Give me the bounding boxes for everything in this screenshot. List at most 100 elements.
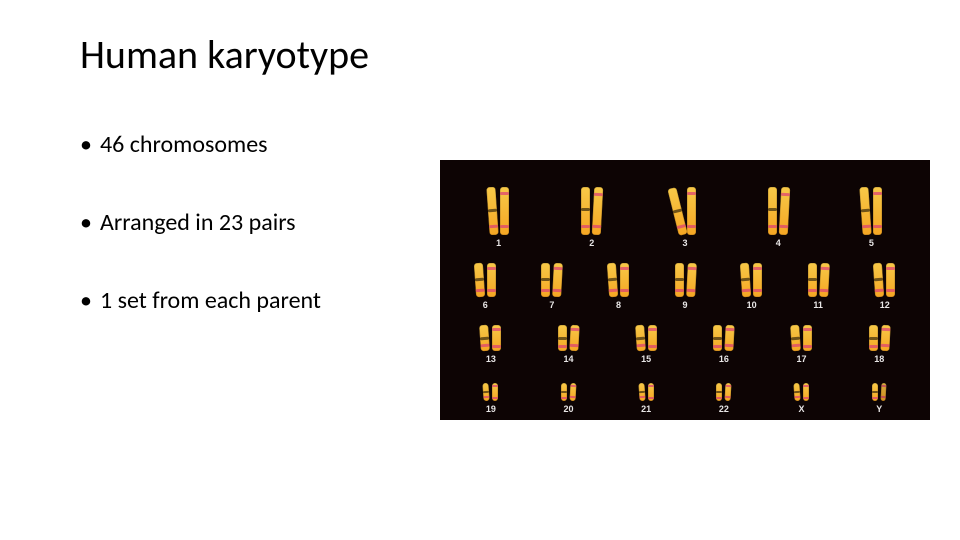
chromosome-icon bbox=[725, 383, 732, 401]
chromosome-label: 17 bbox=[797, 354, 807, 364]
chromosome-icon bbox=[569, 325, 579, 351]
chromosome-label: 5 bbox=[869, 238, 874, 248]
chromosome-label: 16 bbox=[719, 354, 729, 364]
chromosome-pair: 6 bbox=[455, 263, 516, 310]
chromosome-pair-shapes bbox=[636, 325, 657, 351]
chromosome-pair-shapes bbox=[791, 325, 812, 351]
chromosome-pair: 9 bbox=[655, 263, 716, 310]
chromosome-pair-shapes bbox=[483, 383, 498, 401]
chromosome-pair-shapes bbox=[808, 263, 829, 297]
chromosome-icon bbox=[803, 383, 809, 401]
chromosome-pair-shapes bbox=[874, 263, 895, 297]
chromosome-icon bbox=[541, 263, 550, 297]
chromosome-label: 12 bbox=[880, 300, 890, 310]
chromosome-pair-shapes bbox=[794, 383, 809, 401]
chromosome-pair: 13 bbox=[455, 325, 527, 364]
chromosome-icon bbox=[675, 263, 684, 297]
chromosome-icon bbox=[620, 263, 629, 297]
chromosome-pair: 10 bbox=[721, 263, 782, 310]
chromosome-pair: 22 bbox=[688, 383, 760, 414]
karyotype-image: 12345678910111213141516171819202122XY bbox=[440, 160, 930, 420]
chromosome-label: 10 bbox=[747, 300, 757, 310]
chromosome-icon bbox=[479, 325, 490, 352]
chromosome-icon bbox=[859, 186, 871, 235]
chromosome-icon bbox=[873, 187, 882, 235]
chromosome-pair: 14 bbox=[533, 325, 605, 364]
chromosome-pair-shapes bbox=[581, 187, 602, 235]
chromosome-label: X bbox=[799, 404, 805, 414]
chromosome-icon bbox=[881, 383, 887, 401]
chromosome-icon bbox=[872, 383, 878, 401]
bullet-item: Arranged in 23 pairs bbox=[80, 208, 410, 238]
chromosome-pair: 19 bbox=[455, 383, 527, 414]
chromosome-pair-shapes bbox=[872, 383, 886, 401]
chromosome-pair: 4 bbox=[735, 187, 822, 248]
chromosome-pair-shapes bbox=[558, 325, 579, 351]
chromosome-label: 11 bbox=[813, 300, 823, 310]
karyotype-row: 12345 bbox=[452, 168, 918, 248]
chromosome-icon bbox=[667, 187, 687, 236]
chromosome-pair: 8 bbox=[588, 263, 649, 310]
chromosome-pair: 5 bbox=[828, 187, 915, 248]
chromosome-pair-shapes bbox=[713, 325, 734, 351]
chromosome-icon bbox=[880, 325, 890, 351]
chromosome-pair: X bbox=[766, 383, 838, 414]
chromosome-label: Y bbox=[876, 404, 882, 414]
bullet-item: 1 set from each parent bbox=[80, 286, 410, 316]
chromosome-pair: 21 bbox=[610, 383, 682, 414]
chromosome-icon bbox=[886, 263, 895, 297]
chromosome-icon bbox=[808, 263, 817, 297]
chromosome-label: 2 bbox=[589, 238, 594, 248]
chromosome-icon bbox=[483, 383, 490, 401]
chromosome-icon bbox=[635, 325, 646, 352]
chromosome-icon bbox=[687, 187, 696, 235]
chromosome-pair-shapes bbox=[488, 187, 509, 235]
chromosome-icon bbox=[492, 383, 498, 401]
chromosome-pair: 17 bbox=[766, 325, 838, 364]
chromosome-icon bbox=[570, 383, 577, 401]
chromosome-pair-shapes bbox=[675, 187, 696, 235]
chromosome-icon bbox=[592, 186, 603, 234]
chromosome-icon bbox=[638, 383, 645, 401]
slide-title: Human karyotype bbox=[80, 30, 369, 79]
chromosome-icon bbox=[753, 263, 762, 297]
chromosome-pair: 20 bbox=[533, 383, 605, 414]
chromosome-icon bbox=[768, 187, 777, 235]
chromosome-pair-shapes bbox=[608, 263, 629, 297]
chromosome-icon bbox=[778, 186, 789, 234]
bullet-item: 46 chromosomes bbox=[80, 130, 410, 160]
chromosome-icon bbox=[474, 262, 485, 297]
chromosome-icon bbox=[500, 187, 509, 235]
chromosome-icon bbox=[552, 262, 563, 296]
chromosome-label: 22 bbox=[719, 404, 729, 414]
chromosome-icon bbox=[492, 325, 501, 351]
chromosome-pair: 11 bbox=[788, 263, 849, 310]
chromosome-pair-shapes bbox=[475, 263, 496, 297]
chromosome-label: 19 bbox=[486, 404, 496, 414]
chromosome-label: 7 bbox=[549, 300, 554, 310]
chromosome-label: 14 bbox=[564, 354, 574, 364]
chromosome-icon bbox=[873, 262, 884, 297]
chromosome-icon bbox=[793, 383, 800, 401]
chromosome-pair: 1 bbox=[455, 187, 542, 248]
chromosome-label: 6 bbox=[483, 300, 488, 310]
chromosome-pair: 7 bbox=[522, 263, 583, 310]
chromosome-icon bbox=[713, 325, 722, 351]
slide: Human karyotype 46 chromosomes Arranged … bbox=[0, 0, 960, 540]
chromosome-icon bbox=[607, 262, 618, 297]
chromosome-pair-shapes bbox=[741, 263, 762, 297]
chromosome-icon bbox=[819, 262, 830, 296]
chromosome-pair: 18 bbox=[843, 325, 915, 364]
karyotype-row: 6 7 89 10 11 12 bbox=[452, 248, 918, 310]
chromosome-pair-shapes bbox=[869, 325, 890, 351]
bullet-list: 46 chromosomes Arranged in 23 pairs 1 se… bbox=[80, 130, 410, 364]
chromosome-pair-shapes bbox=[716, 383, 731, 401]
chromosome-icon bbox=[803, 325, 812, 351]
chromosome-pair-shapes bbox=[768, 187, 789, 235]
karyotype-row: 19 2021 22 X Y bbox=[452, 364, 918, 414]
chromosome-label: 18 bbox=[874, 354, 884, 364]
chromosome-pair: 12 bbox=[854, 263, 915, 310]
chromosome-pair: 2 bbox=[548, 187, 635, 248]
chromosome-pair-shapes bbox=[561, 383, 576, 401]
chromosome-icon bbox=[716, 383, 722, 401]
